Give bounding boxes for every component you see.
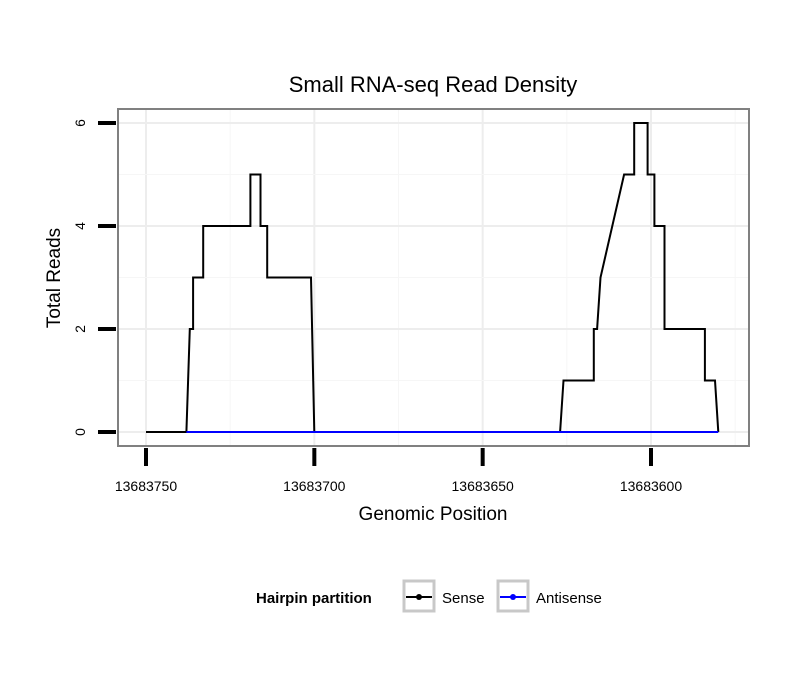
y-tick-label: 2 [72,325,88,333]
series-line-sense [146,122,720,433]
legend-item-antisense: Antisense [496,579,602,613]
axes: 0 2 4 6 13683750 13683700 13683650 13683600 [72,119,682,494]
series-layer [146,122,720,433]
y-tick-label: 4 [72,222,88,230]
legend-title: Hairpin partition [256,590,372,607]
x-tick-label: 13683600 [620,478,683,494]
legend-item-sense: Sense [402,579,485,613]
y-axis-label: Total Reads [44,228,65,328]
y-tick-label: 6 [72,119,88,127]
legend-label-antisense: Antisense [536,590,602,607]
legend-label-sense: Sense [442,590,485,607]
x-tick-label: 13683750 [115,478,178,494]
x-tick-label: 13683700 [283,478,346,494]
x-axis-label: Genomic Position [359,504,508,525]
chart-title: Small RNA-seq Read Density [289,72,578,97]
plot-panel-border [117,108,750,447]
x-tick-label: 13683650 [452,478,515,494]
y-tick-label: 0 [72,428,88,436]
legend: Hairpin partition Sense Antisense [256,579,602,613]
legend-dot-antisense [510,594,516,600]
legend-dot-sense [416,594,422,600]
grid-lines [118,109,749,446]
